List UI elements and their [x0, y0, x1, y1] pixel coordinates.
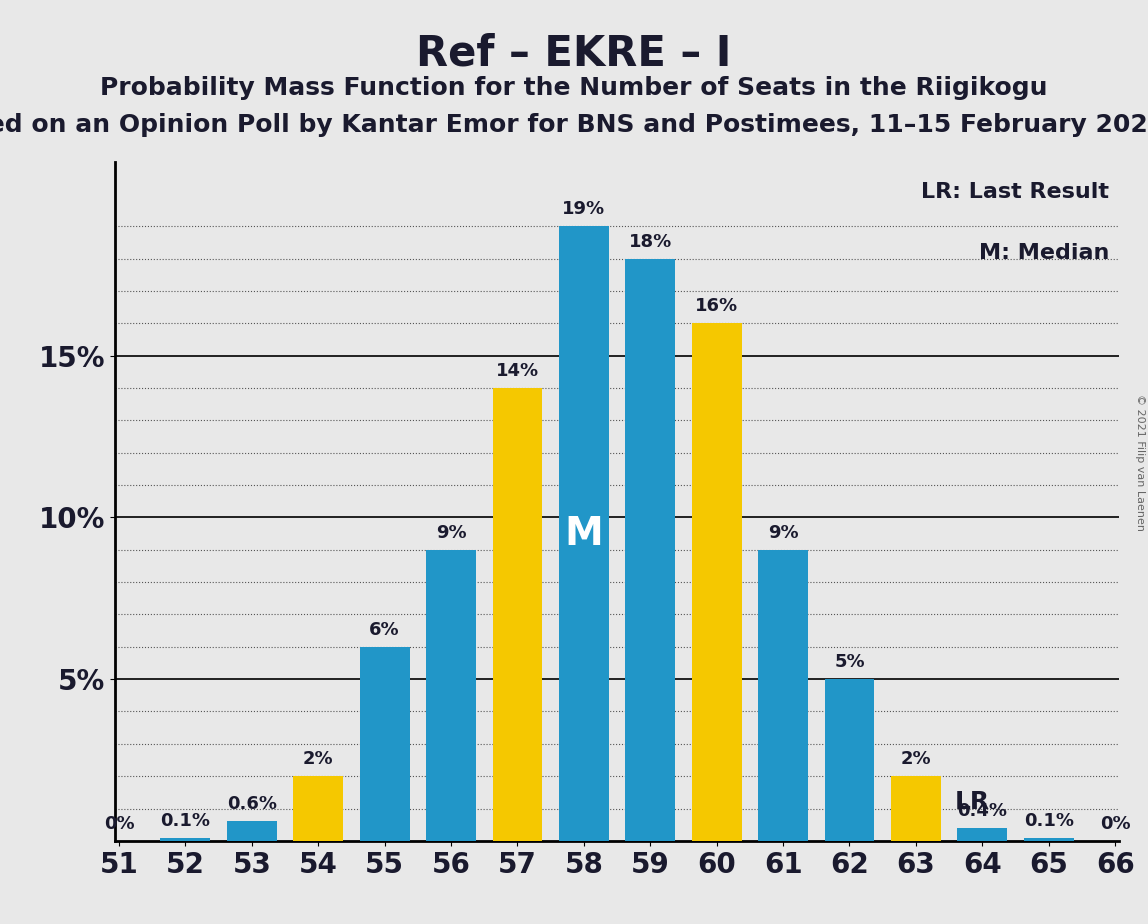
Text: © 2021 Filip van Laenen: © 2021 Filip van Laenen — [1135, 394, 1145, 530]
Text: 16%: 16% — [695, 298, 738, 315]
Bar — [824, 679, 875, 841]
Bar — [359, 647, 410, 841]
Text: 9%: 9% — [436, 524, 466, 541]
Text: 0%: 0% — [1100, 815, 1131, 833]
Text: 2%: 2% — [900, 750, 931, 768]
Text: Probability Mass Function for the Number of Seats in the Riigikogu: Probability Mass Function for the Number… — [100, 76, 1048, 100]
Text: 6%: 6% — [370, 621, 400, 638]
Bar — [492, 388, 542, 841]
Text: 19%: 19% — [563, 201, 605, 218]
Text: 0%: 0% — [103, 815, 134, 833]
Text: 0.1%: 0.1% — [161, 811, 210, 830]
Text: 9%: 9% — [768, 524, 798, 541]
Text: 0.4%: 0.4% — [957, 802, 1007, 820]
Bar — [758, 550, 808, 841]
Text: 2%: 2% — [303, 750, 334, 768]
Text: M: Median: M: Median — [979, 243, 1109, 263]
Bar — [426, 550, 476, 841]
Text: 5%: 5% — [835, 653, 864, 671]
Bar — [891, 776, 941, 841]
Text: 18%: 18% — [629, 233, 672, 250]
Bar — [161, 838, 210, 841]
Text: 0.6%: 0.6% — [227, 796, 277, 813]
Text: M: M — [565, 515, 603, 553]
Text: LR: LR — [955, 790, 990, 814]
Text: Based on an Opinion Poll by Kantar Emor for BNS and Postimees, 11–15 February 20: Based on an Opinion Poll by Kantar Emor … — [0, 113, 1148, 137]
Bar — [559, 226, 608, 841]
Bar — [692, 323, 742, 841]
Bar — [293, 776, 343, 841]
Bar — [1024, 838, 1073, 841]
Bar — [626, 259, 675, 841]
Bar — [227, 821, 277, 841]
Text: 0.1%: 0.1% — [1024, 811, 1073, 830]
Text: 14%: 14% — [496, 362, 540, 380]
Text: LR: Last Result: LR: Last Result — [921, 182, 1109, 202]
Bar — [957, 828, 1007, 841]
Text: Ref – EKRE – I: Ref – EKRE – I — [417, 32, 731, 74]
